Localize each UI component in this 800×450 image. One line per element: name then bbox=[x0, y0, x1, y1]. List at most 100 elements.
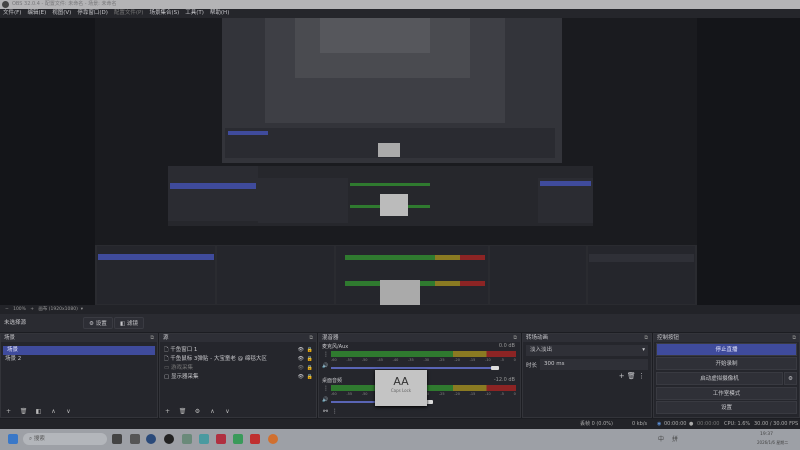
popout-icon[interactable]: ⧉ bbox=[150, 335, 154, 341]
zoom-out-button[interactable]: − bbox=[5, 307, 9, 312]
app-icon[interactable] bbox=[182, 434, 192, 444]
meter-tick: -15 bbox=[469, 358, 476, 362]
eye-icon[interactable]: 👁 bbox=[297, 347, 304, 353]
source-settings-button[interactable]: ⚙ 设置 bbox=[83, 317, 113, 329]
fps: 30.00 / 30.00 FPS bbox=[754, 421, 799, 427]
lock-icon[interactable]: 🔒 bbox=[306, 347, 313, 353]
steam-icon[interactable] bbox=[146, 434, 156, 444]
lock-icon[interactable]: 🔒 bbox=[306, 365, 313, 371]
meter-tick: -10 bbox=[485, 392, 491, 396]
popout-icon[interactable]: ⧉ bbox=[513, 335, 517, 341]
zoom-in-button[interactable]: + bbox=[30, 307, 35, 312]
volume-meter bbox=[331, 351, 516, 357]
ime-layout[interactable]: 拼 bbox=[672, 436, 679, 443]
windows-start-icon[interactable] bbox=[8, 434, 18, 444]
menu-dots-icon[interactable]: ⋮ bbox=[331, 408, 338, 415]
popout-icon[interactable]: ⧉ bbox=[792, 335, 796, 341]
lock-icon[interactable]: 🔒 bbox=[306, 374, 313, 380]
popout-icon[interactable]: ⧉ bbox=[309, 335, 313, 341]
source-item[interactable]: ▢ 显示器采集 👁 🔒 bbox=[160, 373, 316, 382]
start-virtual-camera-button[interactable]: 启动虚拟摄像机 bbox=[656, 372, 783, 385]
add-icon[interactable]: + bbox=[164, 408, 171, 415]
eye-hidden-icon[interactable]: 👁 bbox=[297, 365, 304, 371]
eye-icon[interactable]: 👁 bbox=[297, 374, 304, 380]
taskbar: ⌕ 搜索 中 拼 19:37 2026/1/6 星期二 bbox=[0, 429, 800, 450]
source-item[interactable]: 🗋 千鱼窗口 1 👁 🔒 bbox=[160, 346, 316, 355]
chevron-down-icon[interactable]: ∨ bbox=[66, 408, 71, 415]
app-icon[interactable] bbox=[216, 434, 226, 444]
app-icon[interactable] bbox=[250, 434, 260, 444]
app-icon[interactable] bbox=[268, 434, 278, 444]
clock-date[interactable]: 2026/1/6 星期二 bbox=[757, 440, 789, 445]
search-placeholder: 搜索 bbox=[33, 436, 45, 442]
canvas-selector[interactable]: 画布 (1920x1080) bbox=[38, 307, 78, 312]
source-filters-button[interactable]: ◧ 滤镜 bbox=[114, 317, 144, 329]
menu-help[interactable]: 帮助(H) bbox=[209, 10, 230, 16]
chevron-down-icon: ▾ bbox=[642, 347, 645, 353]
clock-time[interactable]: 19:37 bbox=[760, 432, 773, 437]
chevron-up-icon[interactable]: ∧ bbox=[51, 408, 56, 415]
source-label: 游戏采集 bbox=[170, 365, 193, 371]
ime-mode[interactable]: 中 bbox=[658, 436, 665, 443]
lock-icon[interactable]: 🔒 bbox=[306, 356, 313, 362]
dock-title: 转场动画 bbox=[526, 335, 549, 341]
preview-canvas[interactable] bbox=[0, 18, 800, 305]
trash-icon[interactable]: 🗑 bbox=[19, 408, 28, 415]
menu-scene-collection[interactable]: 场景集合(S) bbox=[149, 10, 180, 16]
preview-toolbar: − 100% + 画布 (1920x1080) ▾ bbox=[0, 305, 800, 314]
menu-docks[interactable]: 停靠窗口(D) bbox=[77, 10, 108, 16]
scene-item[interactable]: 场景 2 bbox=[5, 356, 22, 362]
duration-input[interactable]: 300 ms bbox=[540, 359, 648, 370]
caps-lock-indicator: AA Caps Lock bbox=[375, 370, 427, 406]
taskbar-search[interactable]: ⌕ 搜索 bbox=[23, 433, 107, 445]
chevron-down-icon[interactable]: ∨ bbox=[225, 408, 230, 415]
obs-logo-icon bbox=[2, 1, 9, 8]
menu-dots-icon[interactable]: ⋮ bbox=[323, 385, 329, 392]
add-icon[interactable]: + bbox=[618, 372, 625, 380]
speaker-icon[interactable]: 🔊 bbox=[322, 363, 329, 369]
filter-icon[interactable]: ◧ bbox=[35, 408, 42, 415]
menu-view[interactable]: 视图(V) bbox=[52, 10, 72, 16]
gamepad-icon: ▭ bbox=[164, 365, 170, 371]
obs-icon[interactable] bbox=[164, 434, 174, 444]
volume-slider-handle[interactable] bbox=[425, 400, 434, 404]
trash-icon[interactable]: 🗑 bbox=[178, 408, 187, 415]
task-view-icon[interactable] bbox=[112, 434, 122, 444]
meter-tick: -5 bbox=[500, 358, 504, 362]
app-icon[interactable] bbox=[199, 434, 209, 444]
source-item[interactable]: 🗋 千鱼鼠标 3弹贴 - 大宝童老 @ 绵毯大区 👁 🔒 bbox=[160, 355, 316, 364]
menu-edit[interactable]: 编辑(E) bbox=[27, 10, 47, 16]
menu-profile[interactable]: 配置文件(P) bbox=[113, 10, 144, 16]
source-label: 千鱼窗口 1 bbox=[170, 347, 198, 353]
menu-dots-icon[interactable]: ⋮ bbox=[638, 372, 645, 380]
duration-label: 时长 bbox=[526, 362, 538, 369]
menu-bar: 文件(F) 编辑(E) 视图(V) 停靠窗口(D) 配置文件(P) 场景集合(S… bbox=[0, 9, 800, 18]
menu-dots-icon[interactable]: ⋮ bbox=[323, 351, 329, 358]
app-icon[interactable] bbox=[233, 434, 243, 444]
transition-select[interactable]: 淡入淡出 ▾ bbox=[526, 345, 648, 356]
dock-title: 混音器 bbox=[322, 335, 339, 341]
menu-tools[interactable]: 工具(T) bbox=[185, 10, 204, 16]
studio-mode-button[interactable]: 工作室模式 bbox=[656, 387, 797, 400]
monitor-icon: ▢ bbox=[164, 374, 170, 380]
add-icon[interactable]: + bbox=[5, 408, 12, 415]
volume-slider-handle[interactable] bbox=[491, 366, 499, 370]
source-item[interactable]: ▭ 游戏采集 👁 🔒 bbox=[160, 364, 316, 373]
settings-button[interactable]: 设置 bbox=[656, 401, 797, 414]
stop-streaming-button[interactable]: 停止直播 bbox=[656, 343, 797, 356]
virtual-camera-settings-gear-icon[interactable]: ⚙ bbox=[784, 372, 797, 385]
start-recording-button[interactable]: 开始录制 bbox=[656, 357, 797, 370]
chevron-down-icon[interactable]: ▾ bbox=[80, 307, 83, 312]
scene-item[interactable]: 场景 bbox=[3, 346, 155, 355]
dock-title: 源 bbox=[163, 335, 169, 341]
volume-slider[interactable] bbox=[331, 367, 495, 369]
eye-icon[interactable]: 👁 bbox=[297, 356, 304, 362]
menu-file[interactable]: 文件(F) bbox=[3, 10, 22, 16]
chevron-up-icon[interactable]: ∧ bbox=[210, 408, 215, 415]
popout-icon[interactable]: ⧉ bbox=[644, 335, 648, 341]
link-icon[interactable]: ⚯ bbox=[323, 408, 329, 415]
speaker-icon[interactable]: 🔊 bbox=[322, 397, 329, 403]
trash-icon[interactable]: 🗑 bbox=[626, 372, 636, 380]
app-icon[interactable] bbox=[130, 434, 140, 444]
gear-icon[interactable]: ⚙ bbox=[194, 408, 201, 415]
